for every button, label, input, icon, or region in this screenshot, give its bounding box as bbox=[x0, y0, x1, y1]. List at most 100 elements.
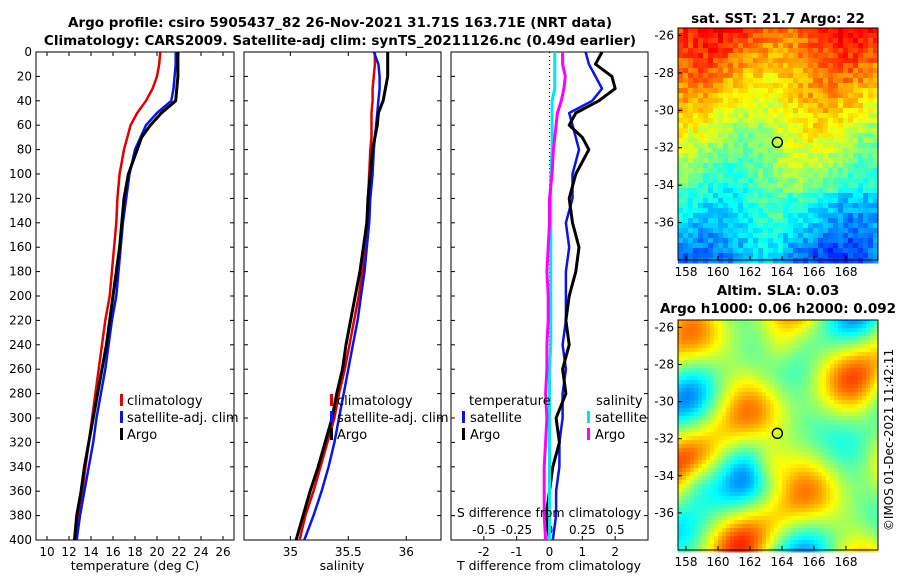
map-cell bbox=[862, 400, 867, 405]
map-cell bbox=[750, 520, 755, 525]
map-cell bbox=[818, 238, 824, 244]
map-cell bbox=[773, 258, 779, 264]
map-cell bbox=[848, 58, 854, 64]
map-cell bbox=[858, 472, 863, 477]
map-cell bbox=[822, 480, 827, 485]
map-cell bbox=[806, 440, 811, 445]
map-cell bbox=[866, 476, 871, 481]
map-cell bbox=[826, 456, 831, 461]
map-cell bbox=[754, 476, 759, 481]
map-cell bbox=[773, 28, 779, 34]
map-cell bbox=[774, 384, 779, 389]
map-cell bbox=[734, 376, 739, 381]
map-cell bbox=[874, 384, 879, 389]
map-cell bbox=[738, 500, 743, 505]
map-cell bbox=[828, 58, 834, 64]
map-cell bbox=[746, 528, 751, 533]
map-cell bbox=[690, 512, 695, 517]
map-cell bbox=[783, 153, 789, 159]
map-cell bbox=[813, 168, 819, 174]
map-cell bbox=[746, 468, 751, 473]
map-cell bbox=[790, 468, 795, 473]
map-cell bbox=[813, 68, 819, 74]
map-cell bbox=[823, 213, 829, 219]
map-cell bbox=[814, 364, 819, 369]
map-cell bbox=[848, 238, 854, 244]
map-cell bbox=[754, 468, 759, 473]
map-cell bbox=[862, 448, 867, 453]
map-cell bbox=[790, 336, 795, 341]
map-cell bbox=[794, 392, 799, 397]
map-cell bbox=[690, 544, 695, 549]
map-cell bbox=[814, 340, 819, 345]
map-cell bbox=[818, 448, 823, 453]
map-cell bbox=[678, 512, 683, 517]
map-cell bbox=[738, 432, 743, 437]
map-cell bbox=[698, 158, 704, 164]
map-cell bbox=[873, 63, 879, 69]
map-cell bbox=[874, 496, 879, 501]
map-cell bbox=[708, 38, 714, 44]
map-cell bbox=[778, 98, 784, 104]
map-cell bbox=[726, 324, 731, 329]
map-cell bbox=[758, 158, 764, 164]
map-cell bbox=[858, 218, 864, 224]
sal-legend-climatology-swatch bbox=[330, 394, 333, 406]
map-cell bbox=[834, 408, 839, 413]
map-cell bbox=[694, 364, 699, 369]
map-cell bbox=[838, 444, 843, 449]
map-cell bbox=[822, 332, 827, 337]
map-cell bbox=[768, 258, 774, 264]
map-cell bbox=[770, 384, 775, 389]
map-cell bbox=[763, 48, 769, 54]
map-cell bbox=[693, 218, 699, 224]
map-cell bbox=[778, 384, 783, 389]
map-cell bbox=[803, 58, 809, 64]
map-cell bbox=[823, 193, 829, 199]
map-cell bbox=[828, 163, 834, 169]
map-cell bbox=[830, 456, 835, 461]
map-cell bbox=[778, 248, 784, 254]
map-cell bbox=[838, 408, 843, 413]
map-cell bbox=[874, 336, 879, 341]
map-cell bbox=[723, 48, 729, 54]
map-cell bbox=[706, 352, 711, 357]
map-cell bbox=[710, 364, 715, 369]
map-cell bbox=[854, 444, 859, 449]
map-cell bbox=[714, 432, 719, 437]
map-cell bbox=[690, 436, 695, 441]
map-cell bbox=[793, 178, 799, 184]
map-cell bbox=[870, 440, 875, 445]
map-cell bbox=[798, 83, 804, 89]
map-cell bbox=[838, 88, 844, 94]
map-cell bbox=[723, 173, 729, 179]
map-cell bbox=[708, 68, 714, 74]
map-cell bbox=[810, 492, 815, 497]
map-cell bbox=[810, 488, 815, 493]
map-cell bbox=[786, 348, 791, 353]
map-cell bbox=[823, 218, 829, 224]
map-cell bbox=[830, 344, 835, 349]
map-cell bbox=[848, 68, 854, 74]
map-cell bbox=[806, 396, 811, 401]
map-cell bbox=[733, 28, 739, 34]
map-cell bbox=[690, 416, 695, 421]
map-cell bbox=[762, 384, 767, 389]
map-cell bbox=[850, 336, 855, 341]
map-cell bbox=[858, 320, 863, 325]
map-cell bbox=[762, 520, 767, 525]
map-cell bbox=[758, 496, 763, 501]
map-cell bbox=[823, 238, 829, 244]
map-cell bbox=[710, 512, 715, 517]
map-cell bbox=[834, 336, 839, 341]
map-cell bbox=[843, 78, 849, 84]
sal-legend-climatology-label: climatology bbox=[337, 394, 413, 409]
map-cell bbox=[830, 324, 835, 329]
map-cell bbox=[798, 368, 803, 373]
map-cell bbox=[833, 123, 839, 129]
map-cell bbox=[738, 143, 744, 149]
map-cell bbox=[703, 118, 709, 124]
map-cell bbox=[723, 193, 729, 199]
map-cell bbox=[742, 508, 747, 513]
map-cell bbox=[713, 118, 719, 124]
